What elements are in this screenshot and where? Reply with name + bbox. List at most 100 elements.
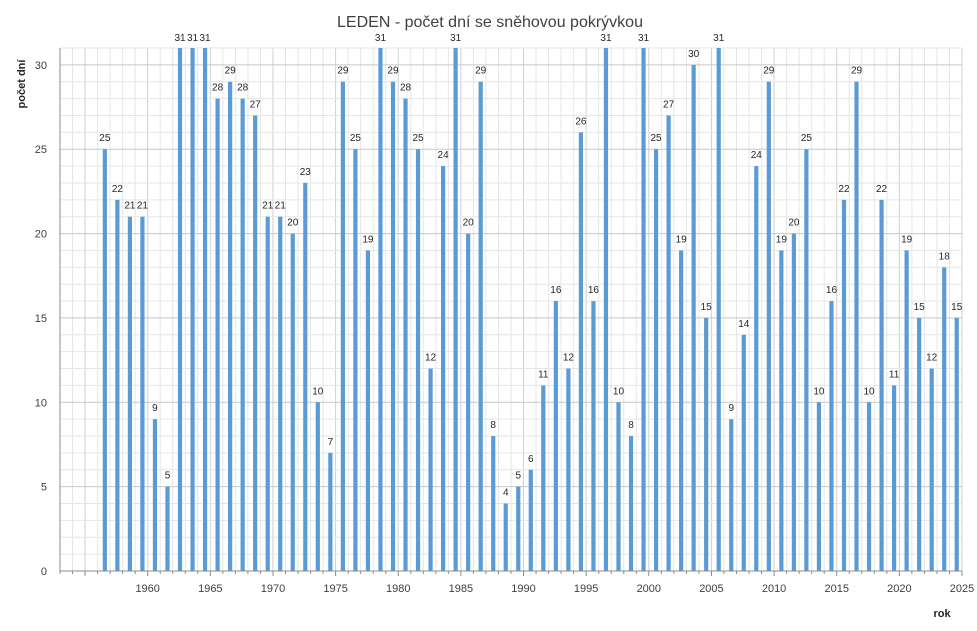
bar (716, 48, 721, 571)
x-tick-label: 2025 (950, 583, 974, 595)
data-label: 15 (914, 302, 926, 313)
data-label: 25 (651, 133, 663, 144)
data-label: 26 (575, 116, 587, 127)
bar (942, 267, 947, 571)
x-tick-label: 1975 (323, 583, 347, 595)
data-label: 5 (165, 471, 171, 482)
data-label: 31 (450, 33, 462, 44)
bar (766, 81, 771, 571)
data-label: 31 (174, 33, 186, 44)
data-label: 24 (751, 150, 763, 161)
bar (491, 436, 496, 571)
bar (566, 368, 571, 571)
bar (866, 402, 872, 571)
data-label: 28 (400, 83, 412, 94)
data-label: 8 (490, 420, 496, 431)
data-label: 25 (350, 133, 362, 144)
data-label: 28 (237, 83, 249, 94)
bar (641, 48, 646, 571)
data-label: 18 (939, 251, 951, 262)
data-label: 20 (788, 218, 800, 229)
bar (240, 98, 245, 571)
bar (917, 317, 922, 571)
data-label: 21 (124, 201, 136, 212)
y-tick-label: 30 (35, 60, 47, 72)
bar (390, 81, 396, 571)
bar (616, 402, 621, 571)
bar (165, 486, 170, 571)
data-label: 29 (225, 66, 237, 77)
bar (653, 149, 659, 571)
data-label: 30 (688, 49, 700, 60)
bar (140, 216, 145, 572)
bar (628, 436, 634, 571)
data-label: 20 (463, 218, 475, 229)
data-label: 19 (362, 234, 374, 245)
bar (791, 233, 796, 572)
bar (102, 149, 107, 571)
data-label: 19 (676, 234, 688, 245)
x-tick-label: 1990 (511, 583, 535, 595)
data-label: 31 (600, 33, 612, 44)
y-tick-label: 10 (35, 397, 47, 409)
x-tick-label: 2015 (824, 583, 848, 595)
y-axis-label: počet dní (16, 59, 28, 109)
gridlines (59, 47, 963, 571)
bar (466, 233, 471, 572)
data-label: 7 (328, 437, 334, 448)
data-label: 25 (801, 133, 813, 144)
bar (303, 182, 308, 571)
bar (415, 149, 421, 571)
bar (929, 368, 934, 571)
data-label: 31 (375, 33, 387, 44)
data-label: 31 (200, 33, 212, 44)
y-tick-label: 0 (41, 566, 47, 578)
bar (315, 402, 320, 571)
data-label: 22 (876, 184, 888, 195)
data-label: 25 (412, 133, 424, 144)
y-tick-label: 5 (41, 482, 47, 494)
data-label: 22 (838, 184, 850, 195)
bar (378, 48, 383, 571)
data-label: 14 (738, 319, 750, 330)
x-tick-label: 1970 (261, 583, 285, 595)
bar (528, 469, 533, 571)
bar (202, 48, 208, 571)
bar (679, 250, 684, 572)
data-label: 19 (901, 234, 913, 245)
bar (152, 419, 158, 571)
y-tick-label: 20 (35, 229, 47, 241)
data-label: 12 (926, 353, 938, 364)
bar (328, 452, 333, 571)
bar (365, 250, 371, 572)
bar (854, 81, 859, 571)
x-tick-label: 2020 (887, 583, 911, 595)
data-label: 23 (300, 167, 312, 178)
bar (265, 216, 270, 572)
data-label: 12 (425, 353, 437, 364)
data-label: 29 (763, 66, 775, 77)
x-tick-label: 2010 (762, 583, 786, 595)
data-label: 25 (99, 133, 111, 144)
data-label: 31 (187, 33, 199, 44)
x-tick-label: 1985 (449, 583, 473, 595)
data-label: 9 (728, 403, 734, 414)
data-label: 10 (863, 386, 875, 397)
bar (340, 81, 345, 571)
x-tick-label: 1980 (386, 583, 410, 595)
bar (353, 149, 358, 571)
bar (578, 132, 584, 571)
x-tick-label: 1965 (198, 583, 222, 595)
data-label: 19 (776, 234, 788, 245)
bar (704, 317, 709, 571)
data-label: 27 (250, 99, 262, 110)
data-label: 10 (312, 386, 324, 397)
data-label: 16 (826, 285, 838, 296)
bars (102, 48, 959, 572)
data-label: 29 (387, 66, 399, 77)
data-label: 4 (503, 488, 509, 499)
bar (779, 250, 784, 572)
bar (428, 368, 433, 571)
